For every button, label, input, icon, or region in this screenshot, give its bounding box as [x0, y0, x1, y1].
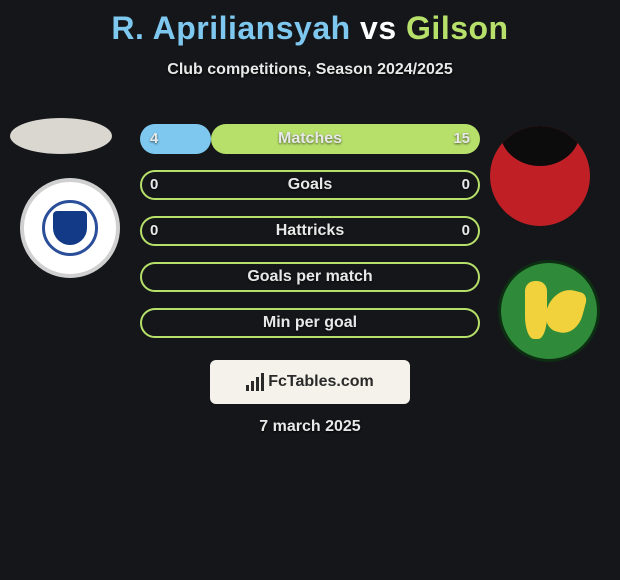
stat-value-right: 0 — [462, 216, 470, 246]
fctables-text: FcTables.com — [268, 373, 374, 391]
vs-text: vs — [360, 10, 397, 46]
stat-row-goals: 0 Goals 0 — [140, 170, 480, 200]
player1-name: R. Apriliansyah — [111, 10, 350, 46]
player2-avatar — [490, 126, 590, 226]
chart-icon — [246, 373, 264, 391]
date-line: 7 march 2025 — [0, 418, 620, 436]
stat-row-hattricks: 0 Hattricks 0 — [140, 216, 480, 246]
comparison-title: R. Apriliansyah vs Gilson — [0, 0, 620, 47]
player2-club-badge — [498, 260, 600, 362]
subtitle: Club competitions, Season 2024/2025 — [0, 61, 620, 79]
stat-row-mpg: Min per goal — [140, 308, 480, 338]
stat-label: Goals per match — [140, 262, 480, 292]
player1-avatar — [10, 118, 112, 154]
stat-row-matches: 4 Matches 15 — [140, 124, 480, 154]
club-badge-accent2 — [542, 285, 588, 337]
fctables-badge: FcTables.com — [210, 360, 410, 404]
stat-row-gpm: Goals per match — [140, 262, 480, 292]
stat-label: Hattricks — [140, 216, 480, 246]
stat-label: Matches — [140, 124, 480, 154]
club-badge-core — [53, 211, 87, 245]
stat-label: Goals — [140, 170, 480, 200]
stat-value-right: 15 — [453, 124, 470, 154]
player2-name: Gilson — [406, 10, 509, 46]
club-badge-inner — [42, 200, 98, 256]
player1-club-badge — [20, 178, 120, 278]
player2-avatar-head — [500, 126, 580, 166]
club-badge-accent1 — [525, 281, 547, 339]
stat-value-right: 0 — [462, 170, 470, 200]
stat-label: Min per goal — [140, 308, 480, 338]
stats-container: 4 Matches 15 0 Goals 0 0 Hattricks 0 Goa… — [140, 124, 480, 354]
